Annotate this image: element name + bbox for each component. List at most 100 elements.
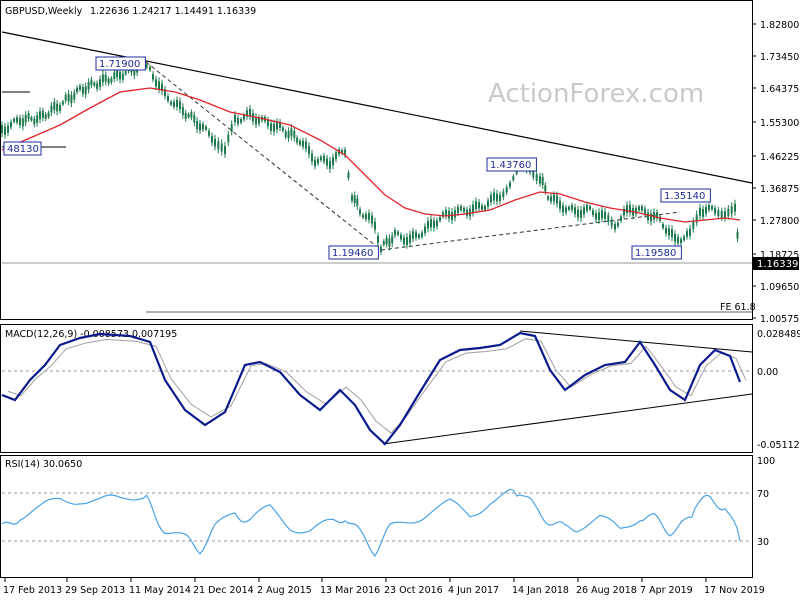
candle-body [365, 213, 367, 220]
candle-body [620, 216, 622, 221]
candle-body [668, 228, 670, 236]
fe-label: FE 61.8 [720, 302, 756, 313]
candle-body [227, 134, 230, 143]
candle-body [445, 209, 447, 217]
time-axis: 17 Feb 2013 29 Sep 2013 11 May 2014 21 Dec … [3, 578, 765, 596]
candle-body [224, 145, 226, 154]
candle-body [589, 206, 591, 210]
price-tick-label: 1.82800 [760, 20, 799, 31]
annotation-box [328, 245, 379, 260]
candle-body [647, 212, 649, 220]
candle-body [61, 101, 64, 105]
candle-body [478, 202, 480, 209]
candle-body [249, 108, 251, 117]
candle-body [356, 198, 359, 207]
macd-signal-line [7, 338, 747, 434]
candle-body [279, 121, 281, 128]
candle-body [284, 131, 287, 137]
candle-body [362, 214, 364, 218]
candle-body [439, 217, 441, 221]
candle-body [199, 123, 201, 131]
candle-body [181, 107, 184, 115]
candle-body [448, 210, 450, 219]
symbol-label: GBPUSD,Weekly [5, 6, 83, 17]
candle-body [499, 194, 501, 202]
candle-body [391, 235, 394, 244]
candle-body [332, 157, 334, 166]
candle-body [409, 234, 411, 243]
candle-body [680, 238, 682, 244]
candle-body [214, 138, 216, 147]
macd-tick-label: -0.051125 [757, 440, 800, 451]
macd-line [1, 331, 742, 446]
candle-body [454, 210, 456, 218]
candle-body [644, 208, 646, 215]
annotation-label: 1.43760 [490, 160, 531, 171]
candle-body [598, 212, 600, 220]
candle-body [415, 232, 417, 238]
candle-body [505, 187, 508, 193]
candle-body [184, 112, 187, 119]
candle-body [119, 71, 121, 80]
annotation-label: 1.19580 [635, 248, 676, 259]
candle-body [59, 105, 61, 111]
candle-body [302, 140, 304, 147]
annotation-label: 1.35140 [664, 191, 705, 202]
candle-body [96, 83, 99, 89]
macd-tick-label: 0.00 [757, 367, 778, 378]
candle-body [385, 237, 388, 245]
candle-body [610, 219, 613, 226]
rsi-line [1, 488, 741, 557]
candle-body [736, 231, 739, 239]
price-tick-label: 1.73450 [760, 52, 799, 63]
candle-body [344, 149, 346, 156]
candle-body [308, 146, 310, 155]
candle-body [653, 212, 655, 220]
candle-body [326, 158, 328, 166]
candle-body [463, 208, 465, 213]
candle-body [656, 212, 658, 219]
candle-body [565, 207, 567, 213]
time-label: 2 Aug 2015 [257, 585, 312, 596]
price-tick-label: 1.46225 [760, 152, 799, 163]
candle-body [116, 69, 119, 78]
candle-body [211, 136, 213, 143]
macd-axis: 0.028489 0.00 -0.051125 [757, 329, 800, 451]
candle-body [692, 221, 695, 229]
candle-body [113, 72, 116, 79]
candle-body [475, 201, 477, 209]
annotation-label: 1.19460 [332, 248, 373, 259]
candle-body [705, 207, 707, 214]
candle-body [490, 194, 492, 203]
candle-body [711, 206, 713, 210]
candle-body [90, 79, 93, 86]
candle-body [16, 117, 18, 123]
candle-body [650, 213, 652, 222]
candle-body [170, 101, 172, 105]
candle-body [202, 124, 204, 130]
candle-body [568, 206, 570, 210]
candle-body [217, 141, 220, 150]
macd-upper-trendline [519, 330, 753, 353]
candle-body [281, 127, 284, 131]
price-tick-label: 1.09650 [760, 282, 799, 293]
rsi-tick-label: 70 [757, 489, 769, 500]
candle-body [460, 206, 462, 211]
candle-body [81, 87, 84, 94]
candle-body [430, 219, 432, 228]
candle-body [347, 172, 350, 179]
current-price-tag [753, 257, 799, 270]
candle-body [662, 224, 664, 228]
ohlc-values: 1.22636 1.24217 1.14491 1.16339 [90, 6, 256, 17]
time-label: 26 Aug 2018 [576, 585, 637, 596]
candle-body [595, 212, 597, 220]
candle-body [487, 200, 489, 207]
candle-body [149, 66, 151, 71]
candle-body [13, 118, 15, 122]
candle-body [276, 122, 278, 130]
watermark: ActionForex.com [488, 79, 704, 109]
candle-body [70, 95, 73, 104]
candle-body [532, 171, 535, 178]
candle-body [335, 152, 337, 159]
price-axis: 1.82800 1.73450 1.64375 1.55300 1.46225 1.368… [752, 20, 799, 325]
